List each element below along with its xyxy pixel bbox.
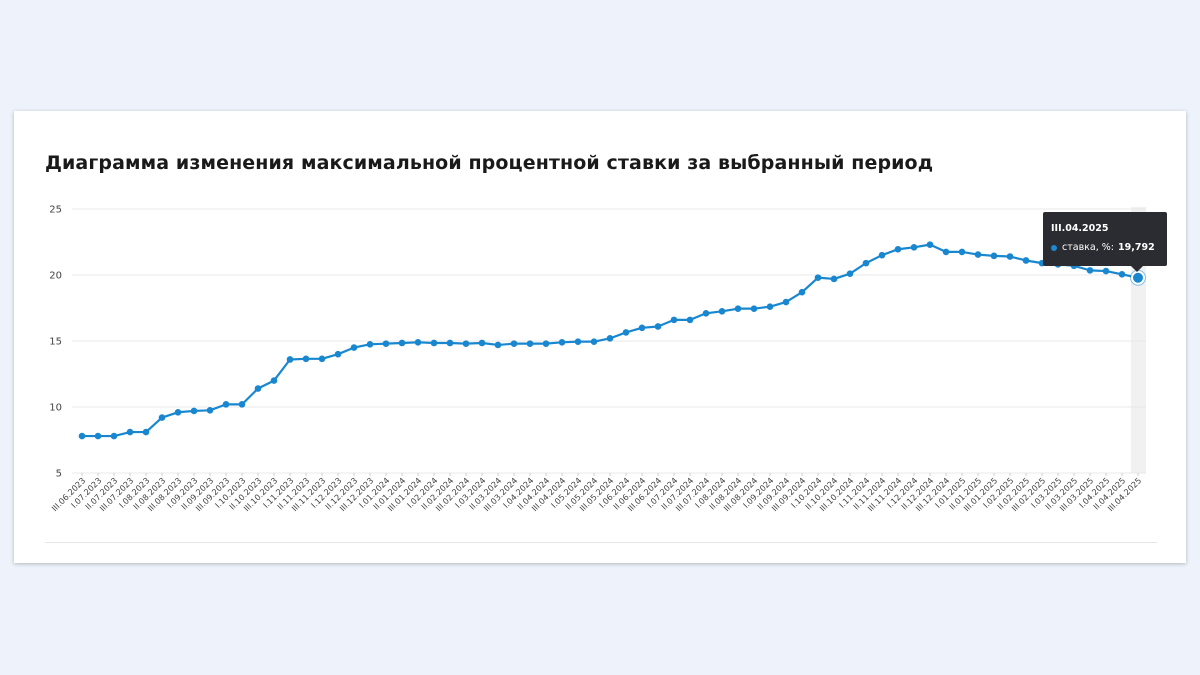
data-point	[926, 241, 934, 248]
chart-card: Диаграмма изменения максимальной процент…	[14, 111, 1186, 563]
data-point	[1086, 267, 1094, 274]
data-point	[622, 329, 630, 336]
data-point	[750, 305, 758, 312]
data-point	[782, 298, 790, 306]
data-point	[510, 340, 518, 347]
data-point	[270, 377, 278, 384]
data-point	[558, 339, 566, 346]
data-point	[686, 316, 694, 324]
data-point	[846, 270, 854, 277]
data-point	[654, 323, 662, 330]
data-point	[974, 251, 982, 258]
data-point	[462, 340, 470, 347]
data-point	[1118, 271, 1126, 278]
data-point	[910, 243, 918, 251]
data-point	[718, 308, 726, 315]
data-point	[590, 338, 598, 345]
data-point	[894, 245, 902, 253]
data-point	[286, 356, 294, 363]
data-point	[1022, 257, 1030, 264]
data-point	[78, 432, 86, 440]
data-point	[878, 251, 886, 259]
y-tick-label: 25	[49, 205, 62, 216]
data-point	[830, 275, 838, 283]
data-point	[494, 341, 502, 349]
data-point	[126, 428, 134, 436]
data-point	[318, 355, 326, 363]
data-point	[398, 339, 406, 347]
data-point	[1006, 253, 1014, 260]
data-point	[430, 339, 438, 347]
data-point	[574, 338, 582, 345]
data-point	[1102, 267, 1110, 275]
data-point	[702, 309, 710, 317]
data-point	[606, 335, 614, 342]
data-point	[446, 339, 454, 347]
data-point	[798, 288, 806, 296]
y-tick-label: 15	[49, 337, 62, 348]
series-dot-icon	[1051, 244, 1057, 251]
data-point	[542, 340, 550, 347]
data-point	[942, 248, 950, 256]
tooltip-date: III.04.2025	[1051, 223, 1109, 234]
y-tick-label: 10	[49, 403, 62, 414]
data-point	[222, 401, 230, 408]
data-point	[94, 432, 102, 440]
data-point	[990, 252, 998, 260]
data-point	[814, 274, 822, 281]
data-point	[638, 324, 646, 332]
data-point	[414, 339, 422, 346]
tooltip-value: 19,792	[1118, 242, 1155, 253]
chart-title: Диаграмма изменения максимальной процент…	[45, 152, 934, 174]
data-point	[670, 316, 678, 324]
data-point	[862, 259, 870, 267]
card-divider	[45, 542, 1157, 543]
y-tick-label: 20	[49, 271, 62, 282]
data-point	[238, 401, 246, 408]
tooltip-series-label: ставка, %:	[1062, 242, 1115, 253]
chart-tooltip: III.04.2025 ставка, %: 19,792	[1043, 212, 1167, 272]
data-point	[382, 340, 390, 347]
data-point	[526, 340, 534, 347]
data-point	[350, 344, 358, 351]
data-point	[254, 385, 262, 392]
data-point	[334, 350, 342, 358]
data-point	[158, 414, 166, 421]
highlighted-data-point	[1131, 270, 1145, 285]
data-point	[958, 248, 966, 256]
line-chart[interactable]: 510152025III.06.2023I.07.2023II.07.2023I…	[14, 111, 1186, 563]
data-point	[478, 339, 486, 347]
data-point	[766, 303, 774, 310]
data-point	[366, 341, 374, 348]
y-tick-label: 5	[56, 469, 62, 480]
data-point	[110, 432, 118, 440]
tooltip-row: ставка, %: 19,792	[1051, 242, 1155, 253]
data-point	[142, 428, 150, 436]
data-point	[302, 355, 310, 363]
data-point	[206, 407, 214, 414]
data-point	[174, 408, 182, 416]
data-point	[190, 407, 198, 415]
data-point	[734, 305, 742, 312]
